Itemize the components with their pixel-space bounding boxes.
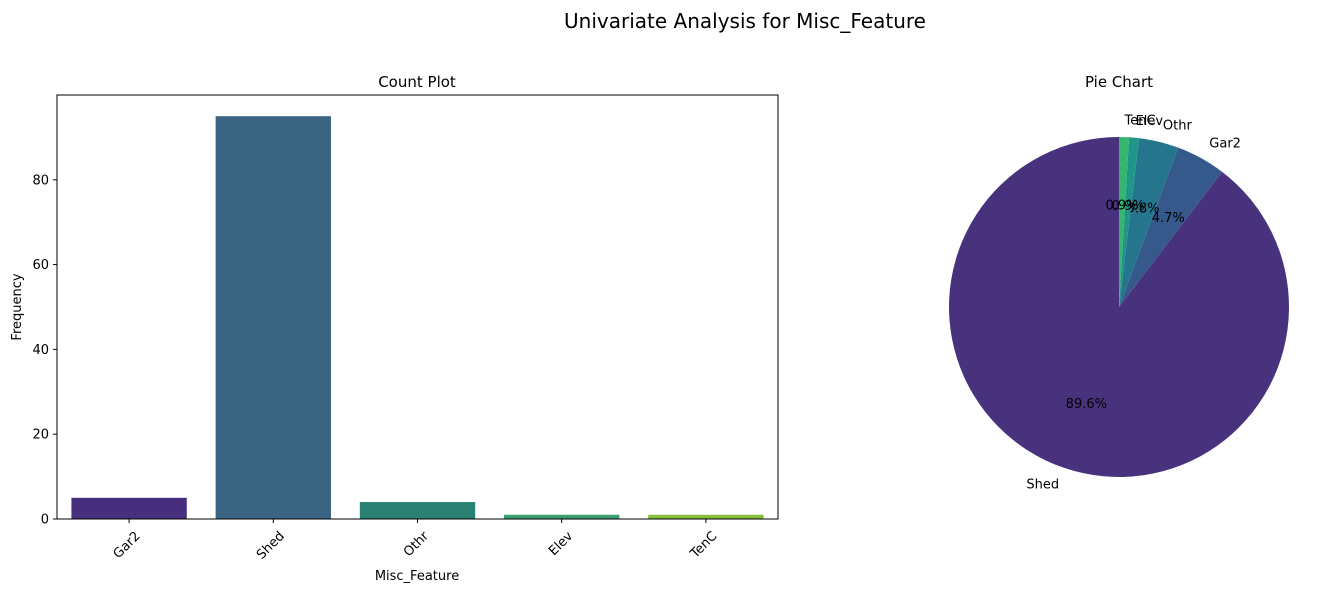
bar-gar2 xyxy=(71,497,187,519)
pie-percent-othr: 3.8% xyxy=(1126,201,1159,216)
pie-percent-gar2: 4.7% xyxy=(1152,211,1185,226)
y-tick-label: 80 xyxy=(32,173,49,188)
y-tick-label: 20 xyxy=(32,428,49,443)
count-plot: Count Plot Gar2 Shed Othr Elev TenC 0 20 40 60 80… xyxy=(10,73,779,584)
x-tick-label: Elev xyxy=(546,529,576,559)
x-tick-label: TenC xyxy=(687,529,720,562)
pie-chart-title: Pie Chart xyxy=(1085,73,1153,91)
figure-suptitle: Univariate Analysis for Misc_Feature xyxy=(564,9,926,33)
pie-label-shed: Shed xyxy=(1026,478,1059,493)
x-tick-label: Othr xyxy=(401,528,433,560)
pie-slice-othr xyxy=(1119,138,1179,307)
pie-slice-tenc xyxy=(1119,137,1130,307)
bar-tenc xyxy=(648,514,764,519)
y-tick-label: 60 xyxy=(32,258,49,273)
y-tick-label: 40 xyxy=(32,343,49,358)
bar-axes: Gar2 Shed Othr Elev TenC 0 20 40 60 80 xyxy=(32,94,779,563)
pie-slice-shed xyxy=(949,137,1290,478)
y-tick-label: 0 xyxy=(41,513,49,528)
bar-marks xyxy=(71,116,764,519)
count-plot-title: Count Plot xyxy=(378,73,456,91)
pie-slice-gar2 xyxy=(1119,147,1223,307)
pie-label-elev: Elev xyxy=(1136,114,1164,129)
pie-label-tenc: TenC xyxy=(1124,114,1156,129)
x-axis-label: Misc_Feature xyxy=(375,569,459,584)
pie-label-othr: Othr xyxy=(1163,119,1193,134)
pie-label-gar2: Gar2 xyxy=(1209,137,1241,152)
pie-marks: Shed89.6%Gar24.7%Othr3.8%Elev0.9%TenC0.9… xyxy=(949,114,1290,493)
pie-percent-tenc: 0.9% xyxy=(1106,199,1139,214)
bar-elev xyxy=(504,514,620,519)
x-tick-label: Shed xyxy=(254,529,288,563)
bar-othr xyxy=(359,502,476,519)
y-axis-label: Frequency xyxy=(10,273,25,340)
bar-axes-frame xyxy=(56,94,779,520)
pie-chart: Pie Chart Shed 89.6% Gar2 4.7% Othr 3.8% Elev 0… xyxy=(949,73,1290,493)
pie-slice-elev xyxy=(1119,137,1140,307)
bar-shed xyxy=(215,116,331,519)
pie-percent-shed: 89.6% xyxy=(1066,397,1107,412)
x-tick-label: Gar2 xyxy=(111,529,144,562)
